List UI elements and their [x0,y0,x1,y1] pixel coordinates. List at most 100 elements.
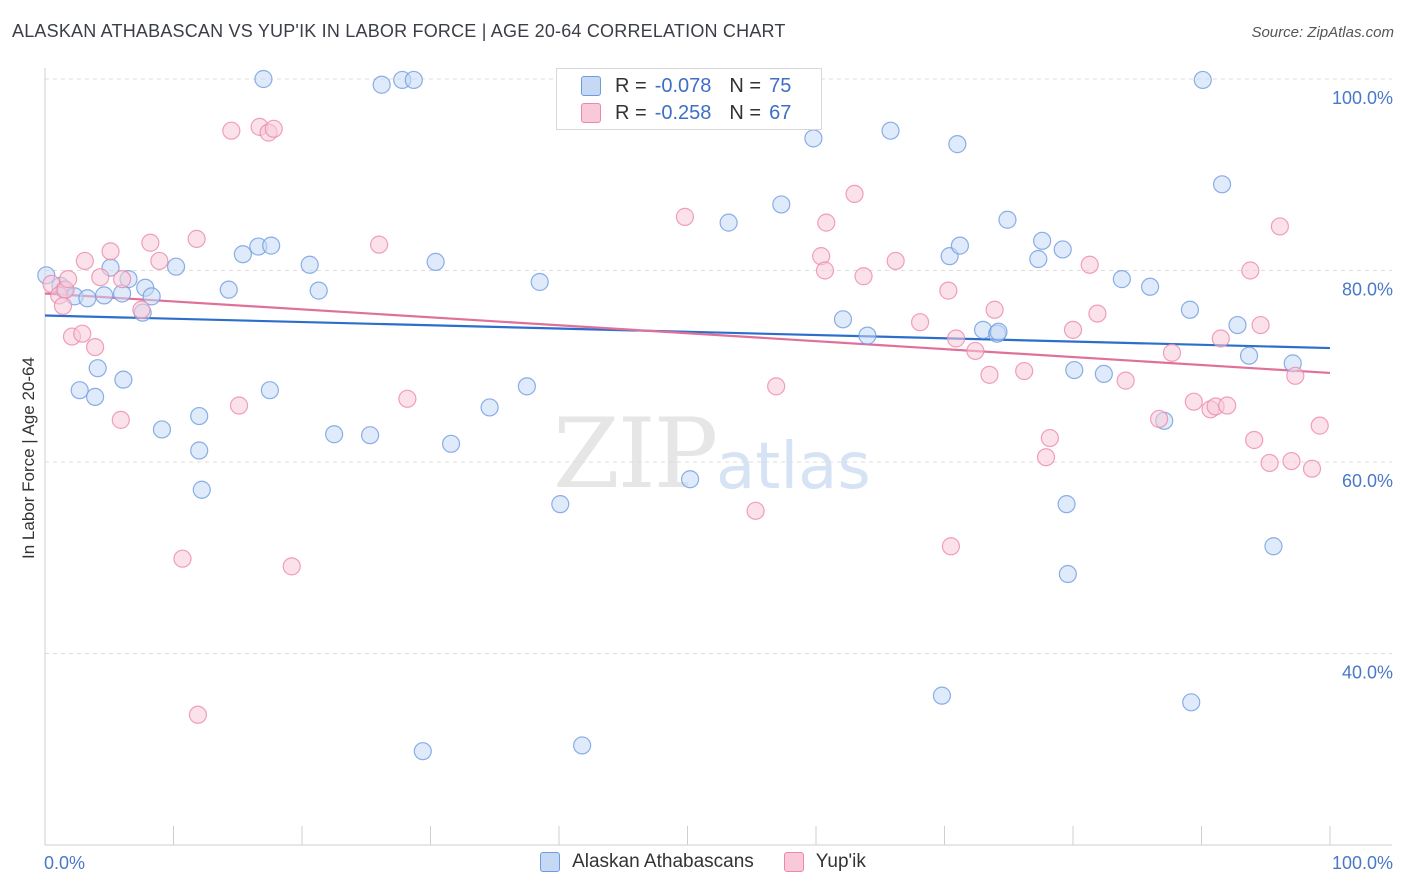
point-yupik [980,365,999,384]
point-athabascan [88,359,107,378]
point-athabascan [772,195,791,214]
chart-source: Source: ZipAtlas.com [1251,24,1394,41]
point-athabascan [517,377,536,396]
point-yupik [132,300,151,319]
point-athabascan [948,135,967,154]
point-athabascan [254,69,273,89]
point-yupik [53,296,73,316]
legend-r-label: R = [615,74,647,97]
legend-n-value: 67 [769,101,792,124]
legend-row-yupik: R = -0.258 N = 67 [581,100,791,126]
point-yupik [73,324,92,343]
point-yupik [966,341,985,361]
legend-swatch-blue [581,76,601,96]
point-athabascan [78,289,97,308]
point-athabascan [233,245,252,264]
point-athabascan [1228,315,1247,335]
trend-line-athabascan [44,314,1331,350]
point-yupik [767,377,786,396]
legend-r-label: R = [615,101,647,124]
point-yupik [675,207,695,226]
point-yupik [101,242,120,261]
point-yupik [939,281,958,300]
point-athabascan [190,406,209,426]
legend-label-yupik: Yup'ik [815,851,866,872]
point-athabascan [881,121,900,140]
point-athabascan [858,326,877,345]
point-athabascan [262,236,281,255]
point-yupik [222,121,241,140]
watermark-zip: ZIP [553,398,718,510]
point-athabascan [1058,564,1077,584]
point-yupik [1310,416,1329,435]
correlation-legend: R = -0.078 N = 75 R = -0.258 N = 67 [556,68,822,130]
point-athabascan [1033,231,1052,250]
point-yupik [1149,409,1169,429]
trend-line-yupik [44,292,1331,375]
y-tick-label: 100.0% [1332,88,1393,108]
point-athabascan [219,280,238,299]
point-athabascan [932,686,952,705]
point-yupik [1302,459,1322,478]
y-tick-label: 60.0% [1342,471,1393,491]
point-yupik [854,267,873,286]
point-yupik [1015,361,1034,381]
point-athabascan [1180,300,1200,319]
point-yupik [815,261,835,280]
point-athabascan [300,255,319,274]
point-yupik [112,270,132,289]
point-athabascan [989,322,1008,341]
point-athabascan [86,387,105,406]
point-athabascan [404,70,423,90]
y-tick-label: 80.0% [1342,280,1393,300]
point-athabascan [95,286,114,305]
point-yupik [1080,255,1099,274]
point-yupik [1036,448,1056,467]
tick-labels: 100.0% 80.0% 60.0% 40.0% 0.0% 100.0% [44,88,1393,873]
point-yupik [141,233,160,252]
point-yupik [173,549,192,568]
point-yupik [1270,217,1289,236]
chart-title: ALASKAN ATHABASCAN VS YUP'IK IN LABOR FO… [12,21,786,41]
point-athabascan [413,742,432,761]
point-yupik [86,338,105,357]
point-yupik [1040,428,1059,448]
point-yupik [188,705,208,724]
point-yupik [229,396,249,415]
point-yupik [59,270,78,289]
point-yupik [1251,315,1270,335]
legend-row-athabascan: R = -0.078 N = 75 [581,73,791,99]
legend-r-value: -0.258 [654,101,712,124]
point-yupik [1286,366,1305,385]
gridlines [45,78,1392,654]
point-athabascan [152,420,172,439]
point-athabascan [372,75,391,94]
y-tick-label: 40.0% [1342,663,1393,683]
legend-item-athabascans[interactable]: Alaskan Athabascans [540,851,754,873]
point-athabascan [441,434,461,453]
point-athabascan [1239,346,1259,365]
point-athabascan [1182,693,1201,712]
point-athabascan [426,252,445,271]
point-yupik [111,410,130,429]
point-athabascan [325,425,344,444]
point-yupik [1218,396,1237,415]
point-yupik [1162,343,1182,362]
point-athabascan [551,495,570,514]
legend-swatch-blue [540,852,561,872]
legend-item-yupik[interactable]: Yup'ik [783,851,866,873]
point-athabascan [1193,70,1212,90]
point-yupik [187,229,206,249]
scatter-points [37,69,1329,761]
point-yupik [1260,453,1279,473]
legend-swatch-pink [783,852,804,872]
point-yupik [910,313,930,332]
point-yupik [75,251,94,271]
point-athabascan [530,272,549,292]
y-axis-label: In Labor Force | Age 20-64 [19,357,38,559]
point-yupik [150,251,169,271]
point-yupik [398,389,417,408]
point-athabascan [1094,364,1113,384]
trend-lines [44,292,1331,375]
